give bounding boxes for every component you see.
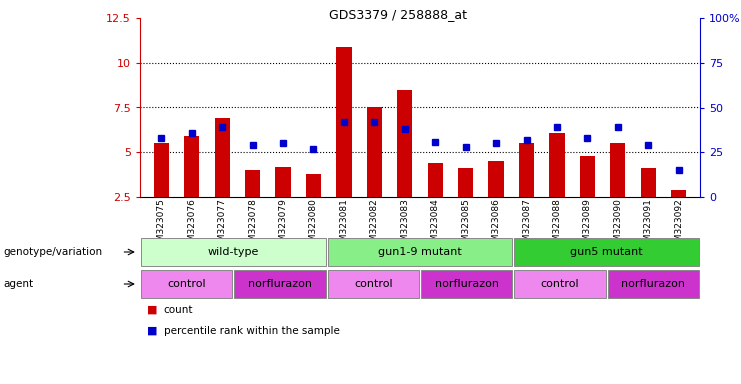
Text: GSM323080: GSM323080 [309, 198, 318, 253]
Text: GSM323081: GSM323081 [339, 198, 348, 253]
Bar [458, 168, 473, 197]
Bar [428, 163, 443, 197]
Bar [671, 190, 686, 197]
Text: GSM323083: GSM323083 [400, 198, 409, 253]
Bar [328, 270, 419, 298]
Bar [608, 270, 699, 298]
Bar [488, 161, 504, 197]
Bar [184, 136, 199, 197]
Bar [514, 270, 605, 298]
Text: norflurazon: norflurazon [622, 279, 685, 289]
Bar [549, 132, 565, 197]
Text: percentile rank within the sample: percentile rank within the sample [164, 326, 339, 336]
Bar [336, 46, 351, 197]
Text: GSM323087: GSM323087 [522, 198, 531, 253]
Text: GSM323088: GSM323088 [553, 198, 562, 253]
Bar [306, 174, 321, 197]
Bar [611, 143, 625, 197]
Text: GSM323090: GSM323090 [614, 198, 622, 253]
Text: GSM323076: GSM323076 [187, 198, 196, 253]
Text: GSM323082: GSM323082 [370, 198, 379, 253]
Text: ■: ■ [147, 305, 158, 315]
Bar [328, 238, 512, 266]
Bar [245, 170, 260, 197]
Text: control: control [541, 279, 579, 289]
Text: norflurazon: norflurazon [248, 279, 312, 289]
Bar [397, 89, 413, 197]
Text: ■: ■ [147, 326, 158, 336]
Text: wild-type: wild-type [207, 247, 259, 257]
Bar [215, 118, 230, 197]
Text: GSM323089: GSM323089 [583, 198, 592, 253]
Text: GSM323092: GSM323092 [674, 198, 683, 253]
Bar [276, 167, 290, 197]
Text: genotype/variation: genotype/variation [4, 247, 103, 257]
Bar [579, 156, 595, 197]
Text: agent: agent [4, 279, 34, 289]
Text: GDS3379 / 258888_at: GDS3379 / 258888_at [329, 8, 467, 21]
Text: gun1-9 mutant: gun1-9 mutant [378, 247, 462, 257]
Text: GSM323077: GSM323077 [218, 198, 227, 253]
Text: control: control [354, 279, 393, 289]
Text: control: control [167, 279, 206, 289]
Text: count: count [164, 305, 193, 315]
Bar [153, 143, 169, 197]
Bar [141, 270, 233, 298]
Text: GSM323084: GSM323084 [431, 198, 439, 253]
Bar [234, 270, 326, 298]
Bar [421, 270, 512, 298]
Text: GSM323086: GSM323086 [491, 198, 501, 253]
Bar [514, 238, 699, 266]
Text: GSM323085: GSM323085 [461, 198, 470, 253]
Text: GSM323079: GSM323079 [279, 198, 288, 253]
Bar [367, 108, 382, 197]
Text: GSM323075: GSM323075 [157, 198, 166, 253]
Bar [141, 238, 326, 266]
Bar [641, 168, 656, 197]
Text: GSM323078: GSM323078 [248, 198, 257, 253]
Text: norflurazon: norflurazon [435, 279, 499, 289]
Bar [519, 143, 534, 197]
Text: GSM323091: GSM323091 [644, 198, 653, 253]
Text: gun5 mutant: gun5 mutant [571, 247, 643, 257]
